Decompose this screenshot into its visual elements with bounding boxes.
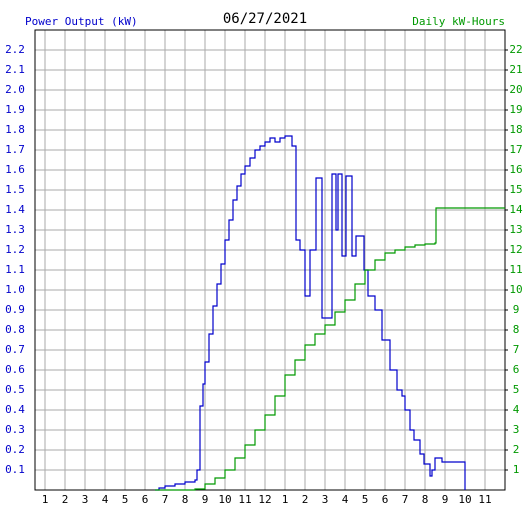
series-line [155, 207, 505, 491]
x-tick-label: 11 [238, 493, 251, 506]
x-tick-label: 2 [302, 493, 309, 506]
y2-tick-label: 13 [509, 223, 522, 236]
x-tick-label: 6 [142, 493, 149, 506]
y2-tick-label: 15 [509, 183, 522, 196]
y2-tick-label: 11 [509, 263, 522, 276]
y2-tick-label: 3 [513, 423, 520, 436]
y-axis-label: Power Output (kW) [25, 15, 138, 28]
x-tick-label: 6 [382, 493, 389, 506]
y2-tick-label: 20 [509, 83, 522, 96]
y-tick-label: 1.5 [5, 183, 25, 196]
y-tick-label: 0.6 [5, 363, 25, 376]
y-tick-label: 2.1 [5, 63, 25, 76]
y2-tick-label: 10 [509, 283, 522, 296]
y-tick-label: 0.8 [5, 323, 25, 336]
chart-title: 06/27/2021 [223, 11, 307, 27]
y2-tick-label: 2 [513, 443, 520, 456]
series-line [155, 135, 466, 491]
plot-border [34, 29, 506, 491]
x-tick-label: 9 [202, 493, 209, 506]
y2-tick-label: 6 [513, 363, 520, 376]
x-tick-label: 11 [478, 493, 491, 506]
y2-tick-label: 7 [513, 343, 520, 356]
x-tick-label: 7 [162, 493, 169, 506]
x-tick-label: 9 [442, 493, 449, 506]
y-tick-label: 0.4 [5, 403, 25, 416]
y2-tick-label: 9 [513, 303, 520, 316]
y2-tick-label: 8 [513, 323, 520, 336]
y-tick-label: 1.1 [5, 263, 25, 276]
x-tick-label: 2 [62, 493, 69, 506]
y-tick-label: 1.9 [5, 103, 25, 116]
y-tick-label: 1.2 [5, 243, 25, 256]
y2-tick-label: 14 [509, 203, 523, 216]
x-tick-label: 1 [42, 493, 49, 506]
y2-tick-label: 18 [509, 123, 522, 136]
x-tick-label: 4 [102, 493, 109, 506]
x-tick-label: 3 [82, 493, 89, 506]
y2-tick-label: 1 [513, 463, 520, 476]
y-tick-label: 1.0 [5, 283, 25, 296]
y-tick-label: 0.1 [5, 463, 25, 476]
y-tick-label: 1.8 [5, 123, 25, 136]
y-tick-label: 0.5 [5, 383, 25, 396]
y-tick-label: 2.0 [5, 83, 25, 96]
x-tick-label: 5 [362, 493, 369, 506]
y2-tick-label: 19 [509, 103, 522, 116]
y2-tick-label: 4 [513, 403, 520, 416]
y-tick-label: 0.2 [5, 443, 25, 456]
x-tick-label: 8 [182, 493, 189, 506]
x-tick-label: 10 [218, 493, 231, 506]
y2-tick-label: 21 [509, 63, 522, 76]
x-tick-label: 10 [458, 493, 471, 506]
x-tick-label: 7 [402, 493, 409, 506]
y-tick-label: 1.7 [5, 143, 25, 156]
y-tick-label: 1.4 [5, 203, 25, 216]
y2-axis-label: Daily kW-Hours [412, 15, 505, 28]
x-tick-label: 8 [422, 493, 429, 506]
y2-tick-label: 17 [509, 143, 522, 156]
y-tick-label: 0.9 [5, 303, 25, 316]
x-tick-label: 5 [122, 493, 129, 506]
y2-tick-label: 12 [509, 243, 522, 256]
y2-tick-label: 22 [509, 43, 522, 56]
y-tick-label: 0.3 [5, 423, 25, 436]
x-tick-label: 3 [322, 493, 329, 506]
x-tick-label: 1 [282, 493, 289, 506]
y2-tick-label: 5 [513, 383, 520, 396]
y-tick-label: 0.7 [5, 343, 25, 356]
y-tick-label: 2.2 [5, 43, 25, 56]
y-tick-label: 1.3 [5, 223, 25, 236]
y-tick-label: 1.6 [5, 163, 25, 176]
x-tick-label: 4 [342, 493, 349, 506]
x-tick-label: 12 [258, 493, 271, 506]
y2-tick-label: 16 [509, 163, 522, 176]
